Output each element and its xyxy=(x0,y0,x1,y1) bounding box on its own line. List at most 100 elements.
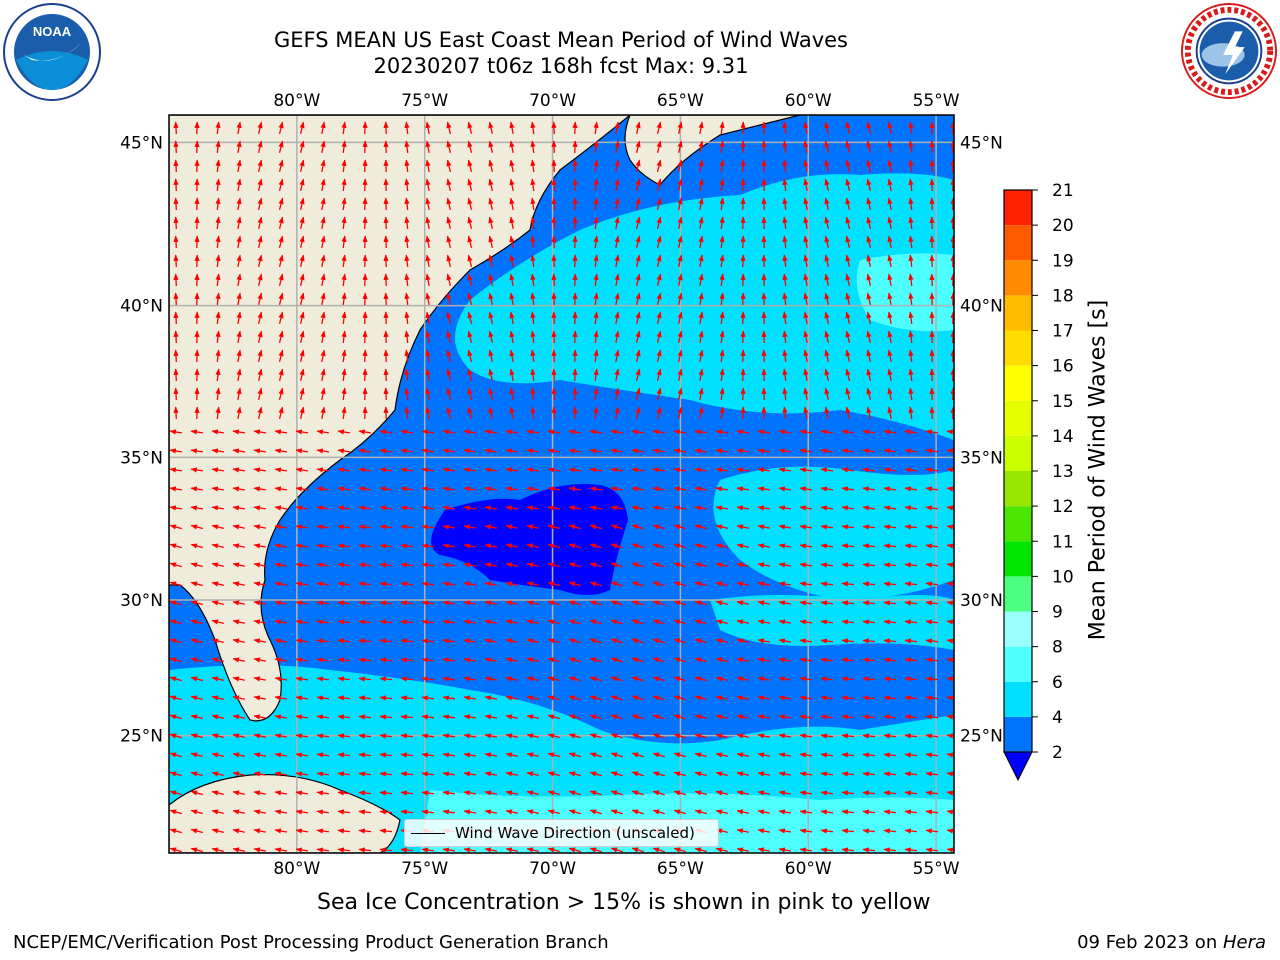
wind-wave-arrow xyxy=(404,140,410,154)
wind-wave-arrow xyxy=(320,159,326,173)
wind-wave-arrow xyxy=(799,581,813,587)
wind-wave-arrow xyxy=(883,448,897,454)
wind-wave-arrow xyxy=(631,524,644,530)
wind-wave-arrow xyxy=(341,159,347,173)
wind-wave-arrow xyxy=(484,562,498,568)
wind-wave-arrow xyxy=(379,562,393,568)
lat-tick-label: 40°N xyxy=(120,297,163,317)
land-nova-scotia xyxy=(624,115,801,186)
wind-wave-arrow xyxy=(190,429,204,435)
wind-wave-arrow xyxy=(698,140,704,154)
wind-wave-arrow xyxy=(656,406,662,419)
wind-wave-arrow xyxy=(484,505,498,511)
wind-wave-arrow xyxy=(887,159,893,173)
wind-wave-arrow xyxy=(803,273,809,287)
wind-wave-arrow xyxy=(908,311,914,325)
wind-wave-arrow xyxy=(803,406,809,420)
wind-wave-arrow xyxy=(467,159,473,172)
wind-wave-arrow xyxy=(614,197,620,211)
wind-wave-arrow xyxy=(320,368,326,382)
wind-wave-arrow xyxy=(446,235,452,248)
wind-wave-arrow xyxy=(614,368,620,382)
wind-wave-arrow xyxy=(232,524,246,530)
wind-wave-arrow xyxy=(635,406,641,419)
wind-wave-arrow xyxy=(463,524,477,530)
wind-wave-arrow xyxy=(530,311,536,325)
wind-wave-arrow xyxy=(929,349,935,363)
wind-wave-arrow xyxy=(278,178,284,191)
wind-wave-arrow xyxy=(404,292,410,306)
wind-wave-arrow xyxy=(446,406,452,419)
wind-wave-arrow xyxy=(551,292,557,306)
wind-wave-arrow xyxy=(467,197,473,210)
wind-wave-arrow xyxy=(488,406,494,419)
wind-wave-arrow xyxy=(526,600,539,606)
colorbar-segment xyxy=(1004,190,1032,226)
footer-date-text: 09 Feb 2023 on xyxy=(1077,932,1223,953)
wind-wave-arrow xyxy=(841,600,855,606)
wind-wave-arrow xyxy=(694,581,707,587)
wind-wave-arrow xyxy=(236,292,242,306)
wind-wave-arrow xyxy=(908,178,914,192)
wind-wave-arrow xyxy=(610,524,623,530)
wind-wave-arrow xyxy=(841,429,855,435)
wind-wave-arrow xyxy=(757,524,771,530)
wind-wave-arrow xyxy=(379,505,393,511)
wind-wave-arrow xyxy=(824,121,830,134)
wind-wave-arrow xyxy=(614,406,620,420)
wind-wave-arrow xyxy=(698,292,704,306)
wind-wave-arrow xyxy=(614,292,620,306)
wind-wave-arrow xyxy=(866,330,872,343)
wind-wave-arrow xyxy=(656,121,662,134)
wind-wave-arrow xyxy=(173,273,179,287)
wind-wave-arrow xyxy=(404,330,410,344)
wind-wave-arrow xyxy=(656,235,662,248)
wind-wave-arrow xyxy=(694,429,708,435)
wind-wave-arrow xyxy=(589,505,603,511)
wind-wave-arrow xyxy=(782,178,788,192)
wind-wave-arrow xyxy=(484,467,498,473)
wind-wave-arrow xyxy=(320,406,326,420)
wind-wave-arrow xyxy=(173,349,179,363)
wind-wave-arrow xyxy=(169,562,182,568)
wind-wave-arrow xyxy=(740,235,746,249)
wind-wave-arrow xyxy=(757,505,771,511)
colorbar-tick-label: 12 xyxy=(1052,497,1074,517)
wind-wave-arrow xyxy=(946,600,954,606)
lon-tick-label: 65°W xyxy=(657,91,704,111)
wind-wave-arrow xyxy=(929,140,935,154)
wind-wave-arrow xyxy=(782,235,788,249)
wind-wave-arrow xyxy=(610,429,624,435)
wind-wave-arrow xyxy=(677,330,683,343)
wind-wave-arrow xyxy=(320,216,326,230)
colorbar-tick-label: 11 xyxy=(1052,532,1074,552)
wind-wave-arrow xyxy=(526,505,540,511)
wind-wave-arrow xyxy=(593,273,599,287)
wind-wave-arrow xyxy=(845,273,851,286)
wind-wave-arrow xyxy=(631,600,644,606)
wind-wave-arrow xyxy=(274,448,288,454)
wind-wave-arrow xyxy=(929,292,935,306)
wind-wave-arrow xyxy=(215,330,221,344)
wind-wave-arrow xyxy=(568,486,582,492)
wind-wave-arrow xyxy=(614,235,620,249)
wind-wave-arrow xyxy=(169,638,182,644)
wind-wave-arrow xyxy=(169,619,182,625)
wind-wave-arrow xyxy=(719,140,725,154)
wind-wave-arrow xyxy=(467,273,473,286)
wind-wave-arrow xyxy=(694,505,708,511)
wind-wave-arrow xyxy=(505,505,519,511)
wind-wave-arrow xyxy=(845,159,851,172)
wind-wave-arrow xyxy=(236,216,242,230)
wind-wave-arrow xyxy=(740,349,746,363)
wind-wave-arrow xyxy=(484,543,498,549)
wind-wave-arrow xyxy=(698,330,704,344)
lon-tick-label: 75°W xyxy=(401,859,448,879)
wind-wave-arrow xyxy=(589,467,603,473)
wind-wave-arrow xyxy=(698,254,704,268)
wind-wave-arrow xyxy=(337,448,351,454)
wind-wave-arrow xyxy=(341,121,347,135)
wind-wave-arrow xyxy=(845,121,851,134)
ocean-band-under-2 xyxy=(431,484,628,595)
wind-wave-arrow xyxy=(505,429,519,435)
